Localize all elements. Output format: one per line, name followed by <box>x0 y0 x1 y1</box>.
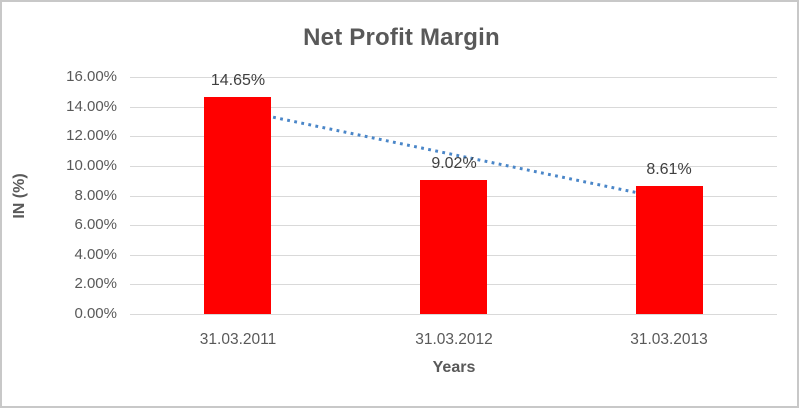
x-tick-label: 31.03.2012 <box>415 331 493 348</box>
data-label: 8.61% <box>646 161 692 178</box>
y-tick-label: 12.00% <box>66 127 117 144</box>
y-tick-label: 8.00% <box>74 187 117 204</box>
x-tick-label: 31.03.2013 <box>630 331 708 348</box>
x-tick-label: 31.03.2011 <box>199 331 277 348</box>
y-tick-label: 14.00% <box>66 98 117 115</box>
data-label: 14.65% <box>210 72 266 89</box>
y-axis-title: IN (%) <box>11 173 28 219</box>
bar-31.03.2011[interactable] <box>204 97 271 314</box>
data-label: 9.02% <box>431 155 477 172</box>
y-tick-label: 0.00% <box>74 305 117 322</box>
gridline <box>130 107 777 108</box>
bar-31.03.2012[interactable] <box>420 180 487 314</box>
y-tick-label: 16.00% <box>66 68 117 85</box>
chart-title: Net Profit Margin <box>303 24 500 51</box>
y-tick-label: 6.00% <box>74 216 117 233</box>
gridline <box>130 77 777 78</box>
gridline <box>130 314 777 315</box>
y-tick-label: 2.00% <box>74 275 117 292</box>
y-tick-label: 10.00% <box>66 157 117 174</box>
y-tick-label: 4.00% <box>74 246 117 263</box>
x-axis-title: Years <box>432 359 476 376</box>
bar-31.03.2013[interactable] <box>636 186 703 314</box>
